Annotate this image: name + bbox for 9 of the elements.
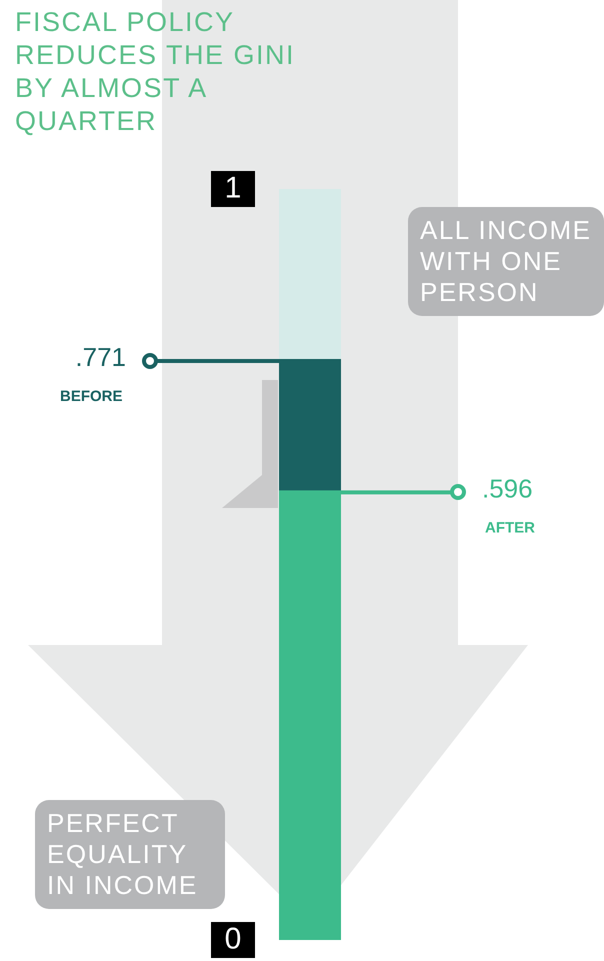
y-tick-label: 1 <box>224 171 242 204</box>
y-tick-label: 0 <box>224 922 242 956</box>
text: AFTER <box>485 520 536 537</box>
chart-title: FISCAL POLICY REDUCES THE GINI BY ALMOST A QUARTER <box>15 6 296 138</box>
ref-line-label: .596 <box>482 474 533 504</box>
text: BEFORE <box>60 388 123 406</box>
text: ALL INCOME WITH ONE PERSON <box>408 207 604 316</box>
text: PERFECT EQUALITY IN INCOME <box>35 800 225 909</box>
ref-line-label: .771 <box>75 342 126 372</box>
